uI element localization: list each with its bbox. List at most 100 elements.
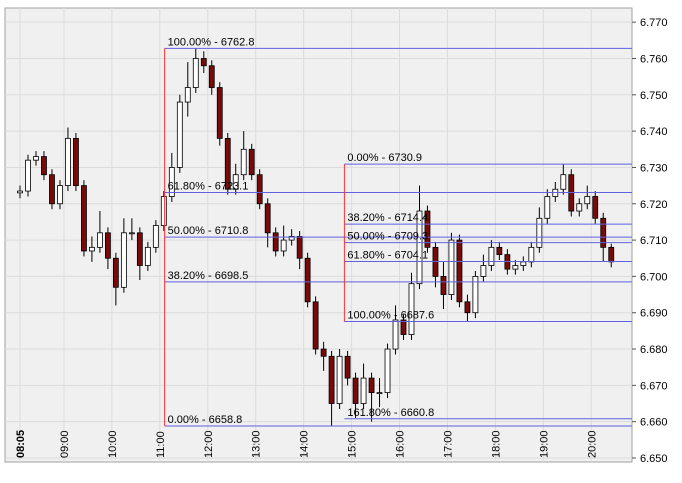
- candle-body: [360, 377, 367, 404]
- candle-body: [256, 174, 263, 205]
- candle-body: [208, 65, 215, 88]
- candle-body: [224, 137, 231, 190]
- candle-body: [272, 232, 279, 252]
- candle-body: [25, 159, 31, 192]
- candle-body: [392, 319, 399, 350]
- y-tick-label: 6.650: [640, 453, 668, 465]
- x-tick-label: 12:00: [203, 430, 215, 458]
- candle-body: [144, 246, 151, 266]
- candle-body: [168, 167, 175, 197]
- candle-body: [464, 301, 471, 314]
- candle-body: [472, 276, 479, 314]
- candle-body: [296, 236, 303, 259]
- fib-label: 0.00% - 6730.9: [347, 152, 422, 164]
- candle-body: [152, 225, 159, 248]
- candle-body: [232, 174, 239, 190]
- x-tick-label: 08:05: [15, 430, 27, 458]
- y-tick-label: 6.720: [640, 199, 668, 211]
- candle-body: [176, 101, 183, 168]
- candle-body: [520, 261, 527, 266]
- candle-body: [352, 377, 359, 404]
- y-tick-label: 6.680: [640, 344, 668, 356]
- y-tick-label: 6.690: [640, 308, 668, 320]
- candle-body: [592, 196, 599, 219]
- candle-body: [416, 210, 423, 285]
- candle-body: [128, 232, 135, 235]
- x-tick-label: 09:00: [59, 430, 71, 458]
- candle-body: [57, 185, 63, 205]
- y-tick-label: 6.710: [640, 235, 668, 247]
- candle-body: [328, 355, 335, 404]
- x-tick-label: 16:00: [395, 430, 407, 458]
- x-tick-label: 10:00: [107, 430, 119, 458]
- candle-body: [280, 239, 287, 252]
- candle-body: [528, 246, 535, 263]
- candle-body: [480, 265, 487, 277]
- fib-label: 0.00% - 6658.8: [168, 414, 243, 426]
- candle-body: [312, 301, 319, 350]
- candle-body: [200, 58, 207, 67]
- candle-body: [488, 246, 495, 266]
- candle-body: [368, 377, 375, 394]
- candle-body: [184, 87, 191, 103]
- fib-label: 61.80% - 6704.1: [347, 250, 428, 262]
- fib-label: 50.00% - 6709.3: [347, 231, 428, 243]
- y-tick-label: 6.750: [640, 90, 668, 102]
- y-tick-label: 6.770: [640, 17, 668, 29]
- candle-body: [192, 58, 199, 88]
- candle-body: [400, 319, 407, 335]
- candle-body: [216, 87, 223, 139]
- y-tick-label: 6.760: [640, 53, 668, 65]
- candle-body: [408, 283, 415, 335]
- fib-label: 38.20% - 6714.4: [347, 212, 428, 224]
- candle-body: [89, 246, 95, 252]
- y-tick-label: 6.660: [640, 417, 668, 429]
- candle-body: [65, 137, 71, 187]
- y-tick-label: 6.700: [640, 271, 668, 283]
- x-tick-label: 20:00: [586, 430, 598, 458]
- candle-body: [49, 174, 55, 205]
- candle-body: [97, 232, 103, 248]
- x-tick-label: 11:00: [155, 431, 167, 458]
- candle-body: [496, 246, 503, 256]
- candle-body: [120, 232, 127, 288]
- candle-body: [448, 239, 455, 295]
- candle-body: [248, 148, 255, 176]
- fib-label: 50.00% - 6710.8: [168, 225, 249, 237]
- fib-label: 100.00% - 6762.8: [168, 36, 255, 48]
- candle-body: [384, 348, 391, 394]
- candle-body: [240, 148, 247, 176]
- candle-body: [33, 156, 39, 161]
- candle-body: [160, 196, 167, 226]
- x-tick-label: 14:00: [299, 430, 311, 458]
- candle-body: [304, 257, 311, 303]
- candle-body: [105, 232, 111, 259]
- fib-label: 38.20% - 6698.5: [168, 270, 249, 282]
- x-tick-label: 15:00: [347, 430, 359, 458]
- fib-label: 161.80% - 6660.8: [347, 407, 434, 419]
- y-tick-label: 6.740: [640, 126, 668, 138]
- candle-body: [536, 217, 543, 248]
- candle-body: [608, 246, 615, 263]
- x-tick-label: 13:00: [251, 430, 263, 458]
- candle-body: [560, 174, 567, 190]
- fib-label: 100.00% - 6687.6: [347, 309, 434, 321]
- candle-body: [81, 185, 87, 252]
- candle-body: [512, 265, 519, 270]
- x-tick-label: 18:00: [490, 430, 502, 458]
- candle-body: [544, 196, 551, 219]
- candle-body: [584, 196, 591, 205]
- candle-body: [264, 203, 271, 234]
- candle-body: [440, 276, 447, 295]
- candle-body: [424, 210, 431, 248]
- y-tick-label: 6.730: [640, 162, 668, 174]
- candle-body: [41, 156, 47, 176]
- candle-body: [112, 257, 119, 288]
- candle-body: [576, 203, 583, 212]
- candle-body: [336, 355, 343, 404]
- y-tick-label: 6.670: [640, 380, 668, 392]
- candle-body: [136, 232, 143, 266]
- candle-body: [456, 239, 463, 303]
- candle-body: [17, 190, 23, 194]
